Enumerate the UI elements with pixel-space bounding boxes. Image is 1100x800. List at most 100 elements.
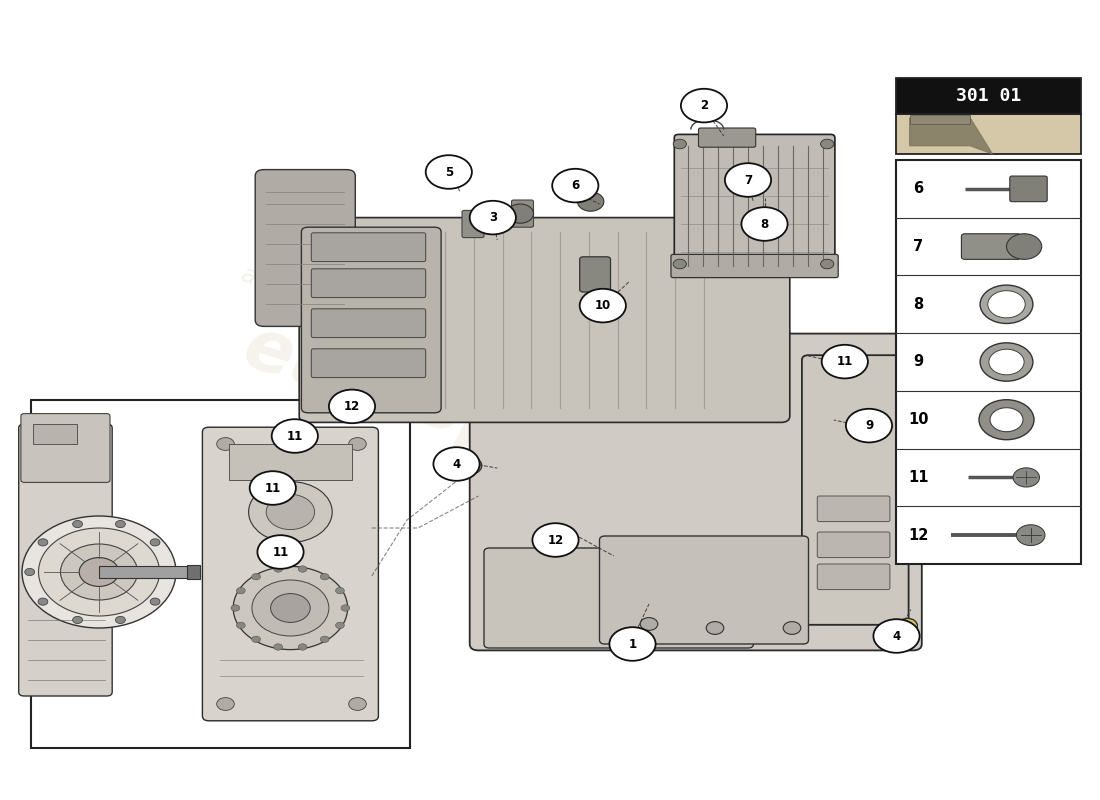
FancyBboxPatch shape <box>31 400 410 748</box>
FancyBboxPatch shape <box>255 170 355 326</box>
Circle shape <box>821 139 834 149</box>
FancyBboxPatch shape <box>21 414 110 482</box>
Circle shape <box>217 698 234 710</box>
Circle shape <box>433 447 480 481</box>
Circle shape <box>822 345 868 378</box>
Circle shape <box>741 207 788 241</box>
Circle shape <box>898 618 917 633</box>
Text: 6: 6 <box>571 179 580 192</box>
Circle shape <box>988 290 1025 318</box>
Circle shape <box>980 342 1033 381</box>
Circle shape <box>163 568 173 576</box>
FancyBboxPatch shape <box>896 78 1081 114</box>
Circle shape <box>79 558 119 586</box>
Text: 12: 12 <box>548 534 563 546</box>
FancyBboxPatch shape <box>484 548 754 648</box>
Circle shape <box>236 587 245 594</box>
FancyBboxPatch shape <box>817 564 890 590</box>
Circle shape <box>22 516 176 628</box>
Text: a passion founded 1985: a passion founded 1985 <box>238 262 532 378</box>
FancyBboxPatch shape <box>311 349 426 378</box>
Circle shape <box>150 538 160 546</box>
Circle shape <box>252 574 261 580</box>
Circle shape <box>233 566 348 650</box>
Circle shape <box>458 457 482 474</box>
Circle shape <box>336 587 344 594</box>
Text: 12: 12 <box>909 528 928 542</box>
Text: 10: 10 <box>909 412 928 427</box>
Circle shape <box>552 169 598 202</box>
Circle shape <box>298 566 307 572</box>
Text: 4: 4 <box>452 458 461 470</box>
FancyBboxPatch shape <box>311 309 426 338</box>
Polygon shape <box>910 118 992 154</box>
Text: 301 01: 301 01 <box>956 87 1022 105</box>
Circle shape <box>39 528 160 616</box>
Text: 4: 4 <box>892 630 901 642</box>
Bar <box>187 565 200 579</box>
Circle shape <box>470 201 516 234</box>
Circle shape <box>24 568 34 576</box>
FancyBboxPatch shape <box>19 424 112 696</box>
Text: 9: 9 <box>913 354 924 370</box>
Circle shape <box>980 285 1033 323</box>
Text: eurospares: eurospares <box>234 313 690 519</box>
Circle shape <box>507 204 534 223</box>
Circle shape <box>580 289 626 322</box>
Text: 11: 11 <box>837 355 852 368</box>
FancyBboxPatch shape <box>896 114 1081 154</box>
Circle shape <box>39 538 48 546</box>
FancyBboxPatch shape <box>961 234 1021 259</box>
Circle shape <box>532 523 579 557</box>
Circle shape <box>73 521 82 528</box>
Circle shape <box>236 622 245 629</box>
FancyBboxPatch shape <box>470 334 922 650</box>
Text: 3: 3 <box>488 211 497 224</box>
Circle shape <box>271 594 310 622</box>
Circle shape <box>873 619 920 653</box>
Text: 11: 11 <box>273 546 288 558</box>
FancyBboxPatch shape <box>512 200 534 227</box>
Circle shape <box>990 408 1023 432</box>
Circle shape <box>349 698 366 710</box>
FancyBboxPatch shape <box>311 269 426 298</box>
Circle shape <box>681 89 727 122</box>
Text: 1: 1 <box>628 638 637 650</box>
FancyBboxPatch shape <box>1010 176 1047 202</box>
Text: 8: 8 <box>760 218 769 230</box>
Text: 11: 11 <box>287 430 303 442</box>
Circle shape <box>1006 234 1042 259</box>
Circle shape <box>274 644 283 650</box>
FancyBboxPatch shape <box>698 128 756 147</box>
Text: 10: 10 <box>595 299 610 312</box>
FancyBboxPatch shape <box>674 134 835 275</box>
Circle shape <box>989 349 1024 374</box>
Text: 7: 7 <box>913 239 924 254</box>
Circle shape <box>150 598 160 606</box>
Circle shape <box>578 192 604 211</box>
Circle shape <box>320 574 329 580</box>
FancyBboxPatch shape <box>311 233 426 262</box>
FancyBboxPatch shape <box>600 536 808 644</box>
FancyBboxPatch shape <box>817 496 890 522</box>
Circle shape <box>252 580 329 636</box>
FancyBboxPatch shape <box>299 218 790 422</box>
Circle shape <box>821 259 834 269</box>
Bar <box>910 115 970 124</box>
Circle shape <box>609 627 656 661</box>
Circle shape <box>116 616 125 623</box>
Circle shape <box>1013 468 1040 487</box>
Circle shape <box>329 390 375 423</box>
Circle shape <box>298 644 307 650</box>
Circle shape <box>274 566 283 572</box>
Circle shape <box>341 605 350 611</box>
Circle shape <box>673 259 686 269</box>
Text: 11: 11 <box>909 470 928 485</box>
Circle shape <box>60 544 138 600</box>
Text: 8: 8 <box>913 297 924 312</box>
FancyBboxPatch shape <box>33 424 77 444</box>
FancyBboxPatch shape <box>671 254 838 278</box>
FancyBboxPatch shape <box>202 427 378 721</box>
Circle shape <box>706 622 724 634</box>
FancyBboxPatch shape <box>462 210 484 238</box>
